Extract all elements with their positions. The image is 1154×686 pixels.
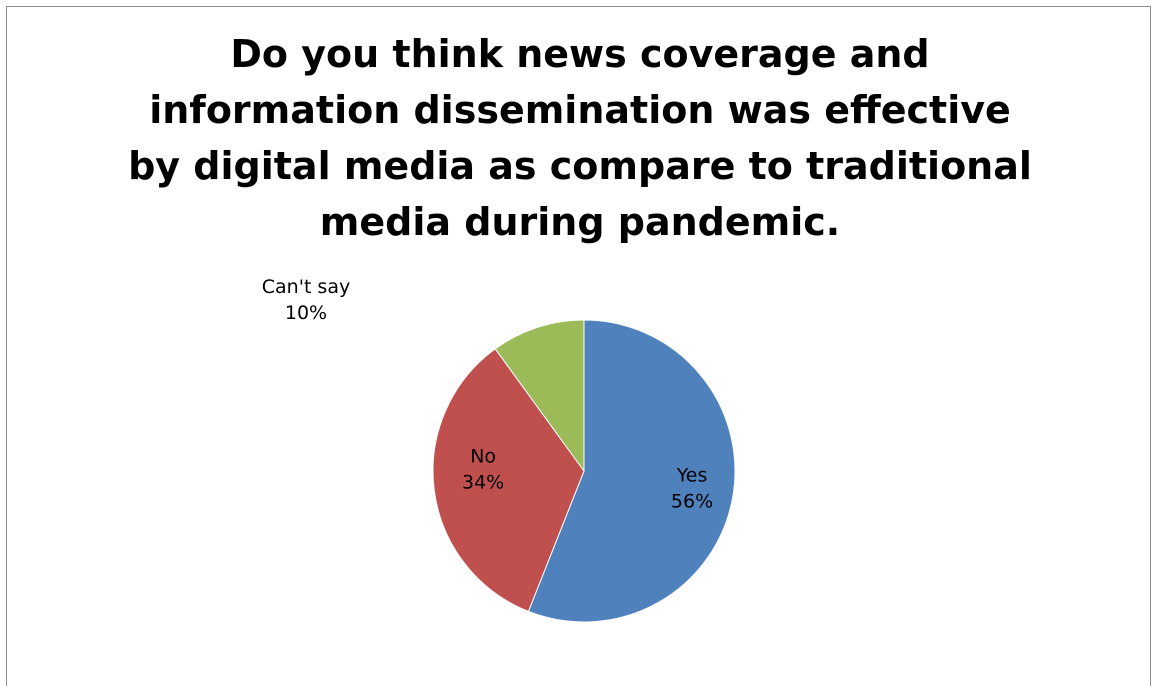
data-label-can-t-say: Can't say 10% — [262, 276, 350, 324]
